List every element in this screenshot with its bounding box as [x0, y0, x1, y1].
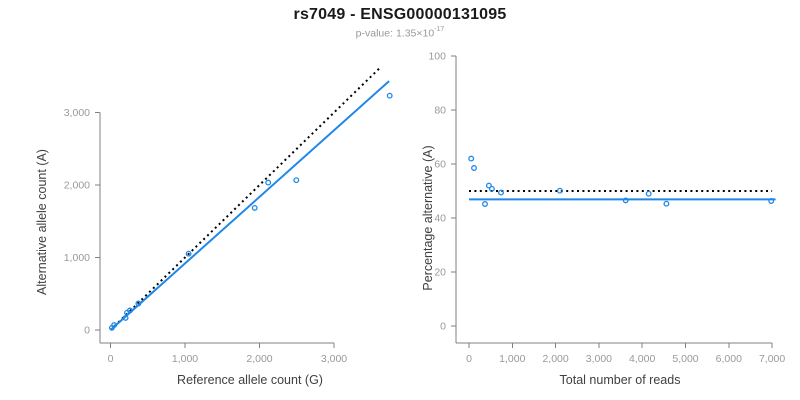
data-point: [485, 182, 492, 189]
pvalue-exponent: -17: [434, 26, 445, 33]
data-point: [663, 200, 670, 207]
y-tick-label: 80: [434, 105, 446, 117]
x-axis-title: Total number of reads: [560, 373, 681, 387]
data-point: [126, 307, 133, 314]
x-tick-label: 2,000: [542, 353, 568, 365]
data-point: [556, 187, 563, 194]
data-point: [768, 198, 775, 204]
y-tick-label: 0: [440, 321, 446, 333]
x-tick-label: 2,000: [246, 353, 272, 365]
y-tick-label: 60: [434, 159, 446, 171]
y-tick-label: 40: [434, 213, 446, 225]
identity-dotted-line: [109, 66, 381, 331]
x-tick-label: 0: [108, 353, 114, 365]
percentage-scatter: 0 1,000 2,000 3,000 4,000 5,000 6,000 7,000 0 20 4…: [421, 51, 785, 388]
x-tick-label: 5,000: [672, 353, 698, 365]
y-tick-label: 0: [84, 325, 90, 337]
x-tick-label: 3,000: [321, 353, 347, 365]
page-title: rs7049 - ENSG00000131095: [293, 6, 507, 23]
x-tick-label: 6,000: [716, 353, 742, 365]
data-point: [498, 189, 504, 196]
data-point: [251, 204, 258, 211]
data-point: [645, 190, 652, 197]
x-tick-label: 7,000: [759, 353, 785, 365]
data-point: [471, 165, 477, 171]
data-point: [622, 197, 629, 204]
x-tick-label: 1,000: [172, 353, 198, 365]
pvalue-text: p-value: 1.35×10: [355, 27, 435, 40]
x-tick-label: 1,000: [499, 353, 525, 365]
y-axis-title: Percentage alternative (A): [421, 145, 435, 290]
data-point: [468, 155, 475, 162]
data-point: [488, 185, 495, 192]
regression-line: [109, 80, 390, 331]
allele-count-scatter: 0 1,000 2,000 3,000 0 1,000 2,000 3,000 Referenc…: [35, 66, 393, 387]
y-axis-title: Alternative allele count (A): [35, 149, 49, 295]
data-point: [122, 314, 129, 321]
pvalue-subtitle: p-value: 1.35×10-17: [0, 26, 800, 40]
y-tick-label: 20: [434, 267, 446, 279]
x-axis-title: Reference allele count (G): [177, 373, 323, 387]
y-tick-label: 100: [428, 51, 446, 63]
data-point: [265, 179, 272, 186]
data-point: [386, 92, 393, 99]
y-tick-label: 3,000: [64, 107, 90, 119]
x-tick-label: 3,000: [586, 353, 612, 365]
y-tick-label: 1,000: [64, 252, 90, 264]
data-point: [482, 201, 488, 207]
x-tick-label: 0: [466, 353, 472, 365]
data-point: [111, 322, 118, 329]
data-point: [185, 250, 192, 257]
x-tick-label: 4,000: [629, 353, 655, 365]
y-tick-label: 2,000: [64, 180, 90, 192]
data-point: [293, 177, 300, 184]
data-point: [135, 300, 142, 307]
